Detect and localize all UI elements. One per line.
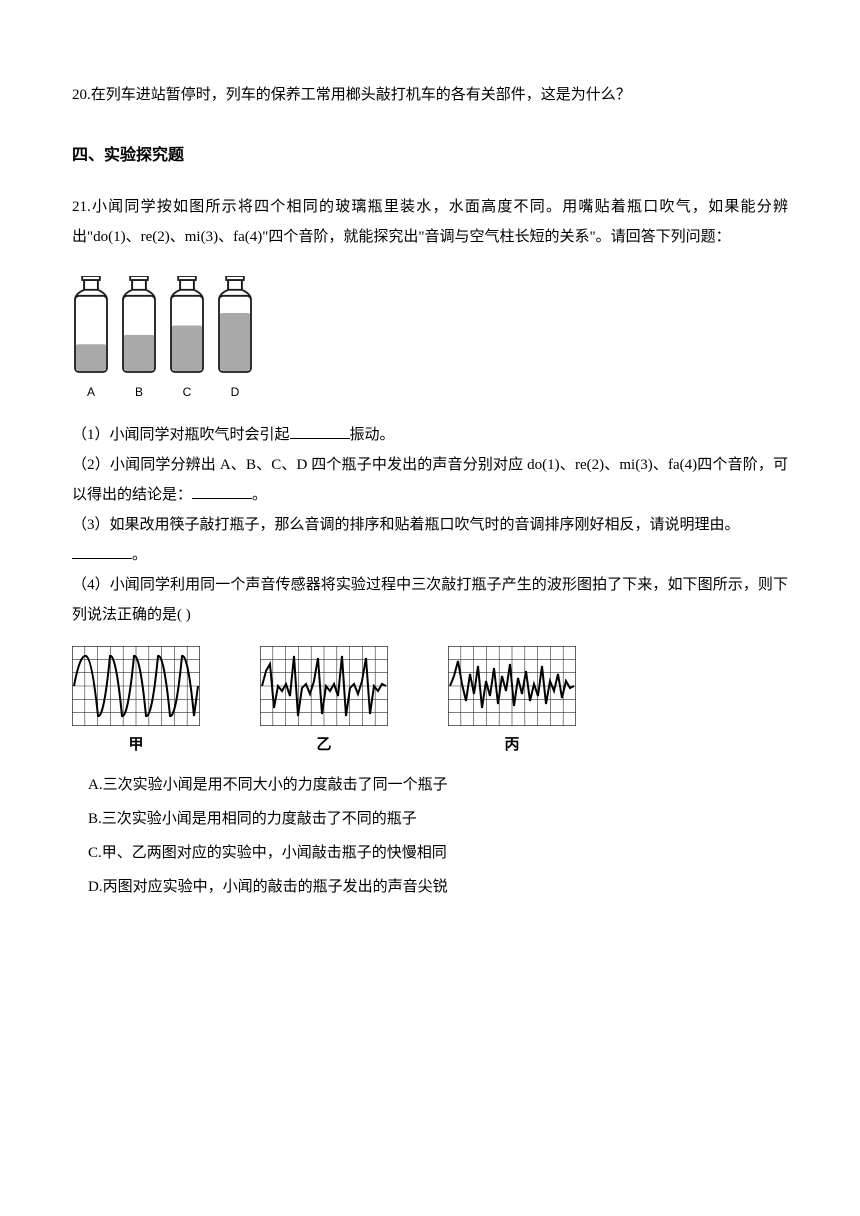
q21-number: 21. bbox=[72, 199, 91, 215]
bottle-B: B bbox=[120, 276, 158, 404]
waveforms-figure: 甲 乙 丙 bbox=[72, 646, 788, 760]
waveform-label: 甲 bbox=[128, 730, 143, 760]
q21-sub3-blank-line: 。 bbox=[72, 540, 788, 570]
bottle-svg bbox=[72, 276, 110, 374]
bottle-label: C bbox=[183, 380, 192, 404]
bottle-C: C bbox=[168, 276, 206, 404]
section-4-heading: 四、实验探究题 bbox=[72, 140, 788, 172]
option-C: C.甲、乙两图对应的实验中，小闻敲击瓶子的快慢相同 bbox=[72, 836, 788, 870]
waveform-label: 乙 bbox=[316, 730, 331, 760]
waveform-label: 丙 bbox=[504, 730, 519, 760]
option-B: B.三次实验小闻是用相同的力度敲击了不同的瓶子 bbox=[72, 802, 788, 836]
bottle-label: B bbox=[135, 380, 143, 404]
bottle-svg bbox=[216, 276, 254, 374]
bottle-label: A bbox=[87, 380, 95, 404]
q21-sub4: （4）小闻同学利用同一个声音传感器将实验过程中三次敲打瓶子产生的波形图拍了下来，… bbox=[72, 570, 788, 630]
bottle-D: D bbox=[216, 276, 254, 404]
q20-text: 在列车进站暂停时，列车的保养工常用榔头敲打机车的各有关部件，这是为什么？ bbox=[91, 87, 631, 103]
q21-sub2: （2）小闻同学分辨出 A、B、C、D 四个瓶子中发出的声音分别对应 do(1)、… bbox=[72, 450, 788, 510]
waveform-乙: 乙 bbox=[260, 646, 388, 760]
option-A: A.三次实验小闻是用不同大小的力度敲击了同一个瓶子 bbox=[72, 768, 788, 802]
q21-sub4-text: （4）小闻同学利用同一个声音传感器将实验过程中三次敲打瓶子产生的波形图拍了下来，… bbox=[72, 577, 788, 623]
waveform-甲: 甲 bbox=[72, 646, 200, 760]
waveform-svg bbox=[72, 646, 200, 726]
bottle-A: A bbox=[72, 276, 110, 404]
q21-sub3: （3）如果改用筷子敲打瓶子，那么音调的排序和贴着瓶口吹气时的音调排序刚好相反，请… bbox=[72, 510, 788, 540]
q21-intro-text: 小闻同学按如图所示将四个相同的玻璃瓶里装水，水面高度不同。用嘴贴着瓶口吹气，如果… bbox=[72, 199, 788, 245]
blank-1 bbox=[290, 424, 350, 439]
blank-2 bbox=[192, 484, 252, 499]
blank-3 bbox=[72, 544, 132, 559]
q21-sub1-suffix: 振动。 bbox=[350, 427, 395, 443]
q21-options: A.三次实验小闻是用不同大小的力度敲击了同一个瓶子B.三次实验小闻是用相同的力度… bbox=[72, 768, 788, 904]
q21-sub1-prefix: （1）小闻同学对瓶吹气时会引起 bbox=[72, 427, 290, 443]
waveform-svg bbox=[260, 646, 388, 726]
bottle-svg bbox=[120, 276, 158, 374]
q21-sub2-prefix: （2）小闻同学分辨出 A、B、C、D 四个瓶子中发出的声音分别对应 do(1)、… bbox=[72, 457, 788, 503]
option-D: D.丙图对应实验中，小闻的敲击的瓶子发出的声音尖锐 bbox=[72, 870, 788, 904]
q21-sub3-suffix: 。 bbox=[132, 547, 147, 563]
waveform-丙: 丙 bbox=[448, 646, 576, 760]
question-20: 20.在列车进站暂停时，列车的保养工常用榔头敲打机车的各有关部件，这是为什么？ bbox=[72, 80, 788, 110]
bottle-label: D bbox=[231, 380, 240, 404]
q21-sub2-suffix: 。 bbox=[252, 487, 267, 503]
q21-intro: 21.小闻同学按如图所示将四个相同的玻璃瓶里装水，水面高度不同。用嘴贴着瓶口吹气… bbox=[72, 192, 788, 252]
q20-number: 20. bbox=[72, 87, 91, 103]
question-21: 21.小闻同学按如图所示将四个相同的玻璃瓶里装水，水面高度不同。用嘴贴着瓶口吹气… bbox=[72, 192, 788, 904]
q21-sub3-text: （3）如果改用筷子敲打瓶子，那么音调的排序和贴着瓶口吹气时的音调排序刚好相反，请… bbox=[72, 517, 740, 533]
bottle-svg bbox=[168, 276, 206, 374]
q21-sub1: （1）小闻同学对瓶吹气时会引起 振动。 bbox=[72, 420, 788, 450]
waveform-svg bbox=[448, 646, 576, 726]
bottles-figure: A B C D bbox=[72, 276, 788, 404]
